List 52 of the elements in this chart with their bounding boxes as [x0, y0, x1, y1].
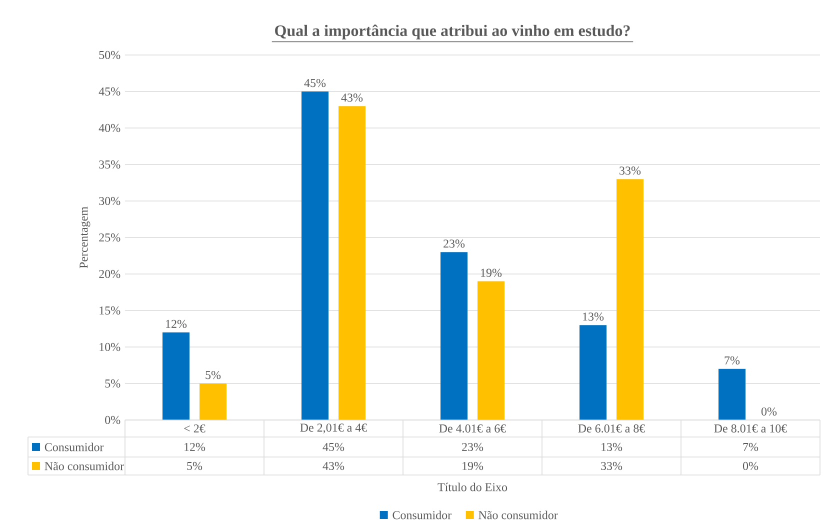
text: 0%	[761, 407, 777, 416]
x-tick-label: De 4.01€ a 6€	[439, 424, 506, 433]
x-tick-label: < 2€	[184, 424, 206, 433]
text: 43%	[341, 94, 363, 102]
bar	[200, 384, 227, 420]
bar	[718, 368, 746, 420]
data-label: 33%	[601, 462, 622, 470]
legend-label: Consumidor	[44, 442, 104, 452]
y-tick-label: 0%	[105, 416, 120, 424]
text: 5%	[206, 370, 221, 380]
bar	[478, 281, 504, 420]
y-tick-label: 20%	[99, 270, 120, 278]
text: 13%	[583, 312, 604, 321]
data-label: 0%	[742, 462, 758, 470]
bar	[616, 179, 644, 420]
y-tick-label: 25%	[99, 233, 120, 242]
bar	[302, 92, 328, 420]
data-label: 7%	[743, 442, 758, 452]
legend-label: Não consumidor	[44, 462, 124, 470]
data-label: 45%	[322, 442, 344, 452]
y-tick-label: 40%	[98, 124, 120, 132]
y-tick-label: 50%	[99, 50, 120, 60]
bar	[440, 252, 468, 420]
x-axis-title: Título do Eixo	[438, 482, 508, 492]
bar	[338, 106, 366, 420]
text: 23%	[444, 240, 465, 248]
text: 33%	[620, 166, 641, 175]
bar	[162, 332, 190, 420]
bar	[580, 325, 606, 420]
y-tick-label: 10%	[100, 342, 120, 352]
text: 12%	[166, 320, 187, 328]
y-tick-label: 35%	[99, 160, 120, 169]
data-label: 5%	[187, 462, 202, 470]
data-label: 12%	[184, 442, 206, 452]
y-axis-title: Percentagem	[80, 206, 90, 268]
text: 45%	[304, 78, 326, 88]
chart-title: Qual a importância que atribui ao vinho em estudo?	[275, 24, 630, 40]
data-label: 19%	[462, 462, 484, 470]
x-tick-label: De 8.01€ a 10€	[714, 424, 788, 433]
x-tick-label: De 6.01€ a 8€	[578, 424, 645, 433]
data-label: 43%	[322, 462, 344, 470]
text: Não consumidor	[478, 510, 558, 520]
y-tick-label: 15%	[100, 306, 120, 315]
y-tick-label: 5%	[105, 379, 120, 388]
y-tick-label: 45%	[98, 87, 120, 96]
y-tick-label: 30%	[99, 196, 120, 206]
x-tick-label: De 2,01€ a 4€	[300, 424, 367, 434]
data-label: 23%	[462, 442, 484, 452]
data-label: 13%	[602, 442, 622, 452]
text: 7%	[724, 356, 740, 364]
text: 19%	[481, 268, 502, 277]
text: Consumidor	[392, 510, 452, 520]
